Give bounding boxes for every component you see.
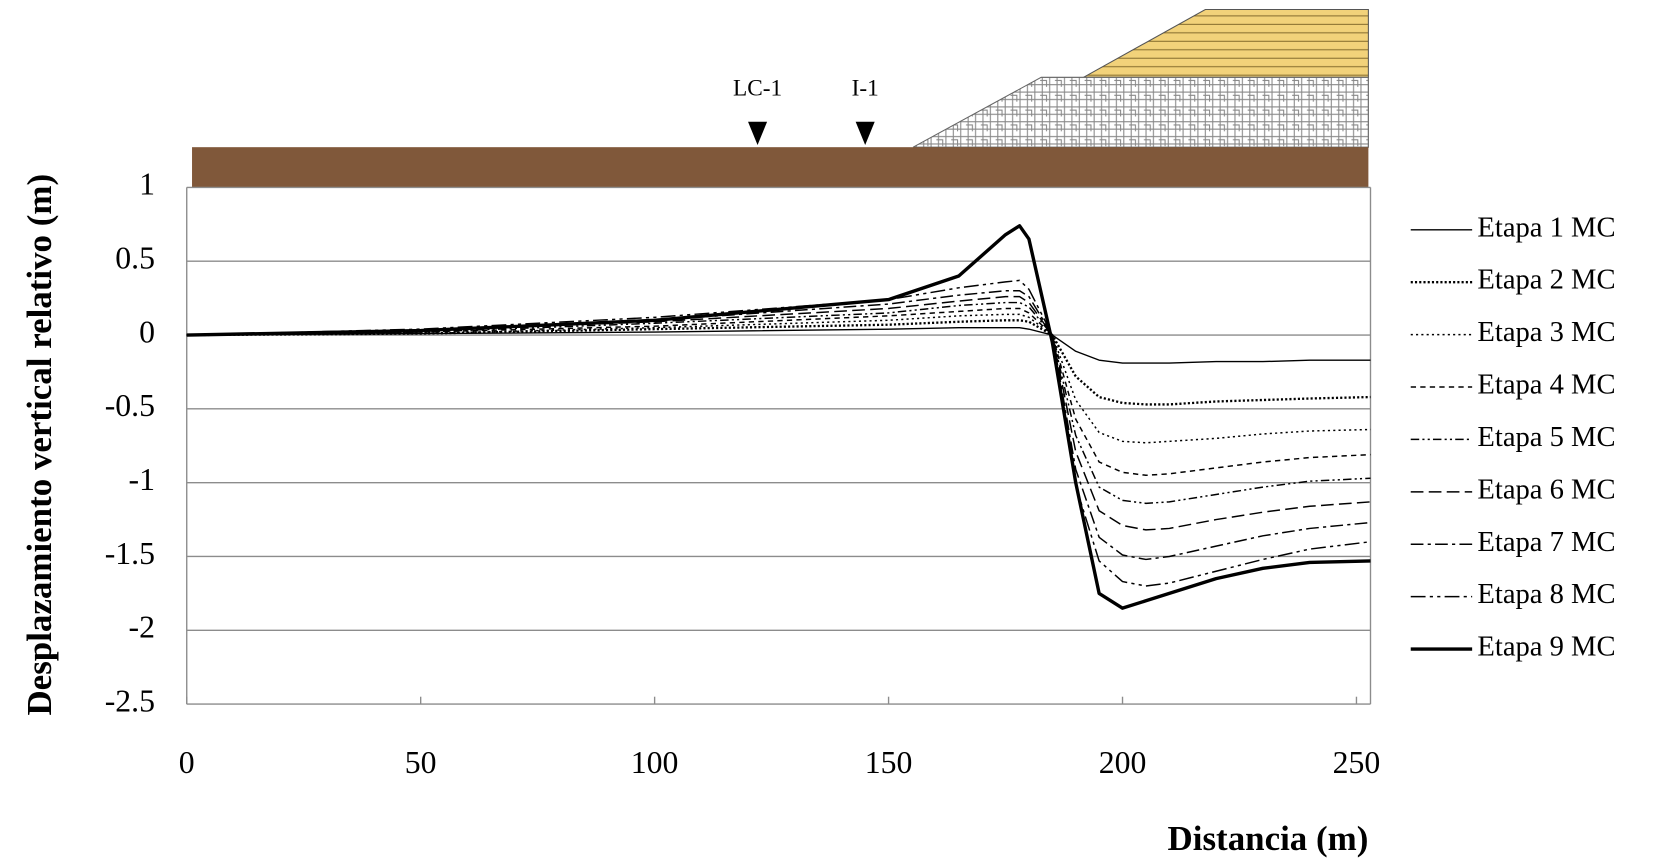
legend-label: Etapa 6 MC — [1477, 474, 1615, 505]
x-tick-label: 50 — [405, 745, 437, 780]
legend-label: Etapa 9 MC — [1477, 632, 1615, 663]
legend-label: Etapa 2 MC — [1477, 265, 1615, 296]
x-axis-title: Distancia (m) — [1168, 819, 1369, 858]
series-line — [186, 326, 1371, 364]
y-tick-label: -0.5 — [105, 388, 155, 423]
series-line — [186, 290, 1371, 561]
ground-layer — [192, 147, 1369, 188]
legend-label: Etapa 4 MC — [1477, 370, 1615, 401]
y-tick-label: 0 — [139, 314, 155, 349]
legend-label: Etapa 8 MC — [1477, 579, 1615, 610]
y-tick-label: 0.5 — [115, 241, 155, 276]
x-tick-label: 150 — [865, 745, 913, 780]
series-line — [186, 313, 1371, 444]
legend-label: Etapa 7 MC — [1477, 527, 1615, 558]
series-line — [186, 301, 1371, 505]
y-tick-label: -2 — [129, 610, 155, 645]
x-tick-label: 200 — [1099, 745, 1147, 780]
legend-label: Etapa 1 MC — [1477, 212, 1615, 243]
x-tick-label: 0 — [179, 745, 195, 780]
y-tick-label: -2.5 — [105, 683, 155, 718]
series-line — [186, 295, 1371, 531]
y-axis-title: Desplazamiento vertical relativo (m) — [20, 174, 59, 716]
x-tick-label: 100 — [631, 745, 679, 780]
legend-label: Etapa 5 MC — [1477, 422, 1615, 453]
y-tick-label: -1.5 — [105, 536, 155, 571]
marker-triangle — [855, 121, 875, 146]
y-tick-label: 1 — [139, 167, 155, 202]
embankment-lower — [912, 76, 1369, 148]
marker-triangle — [748, 121, 768, 146]
x-tick-label: 250 — [1333, 745, 1381, 780]
y-tick-label: -1 — [129, 462, 155, 497]
series-line — [186, 307, 1371, 477]
legend-label: Etapa 3 MC — [1477, 317, 1615, 348]
annotation-label: I-1 — [852, 75, 879, 101]
series-line — [186, 224, 1371, 610]
series-line — [186, 279, 1371, 587]
annotation-label: LC-1 — [733, 75, 782, 101]
embankment-upper — [1081, 9, 1369, 78]
section-schematic — [192, 9, 1369, 188]
